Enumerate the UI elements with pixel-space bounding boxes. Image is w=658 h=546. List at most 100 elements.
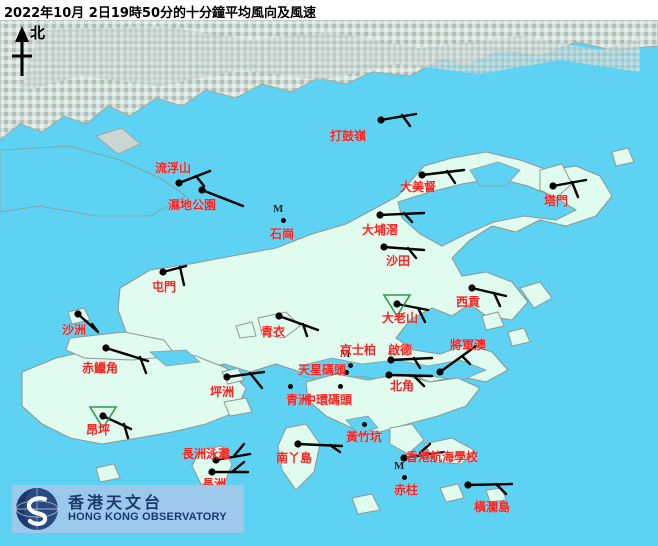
soko-islands xyxy=(95,463,121,483)
map-canvas[interactable]: 北 M M M 打鼓嶺 流浮山 濕地公園 大美督 塔門 石崗 大埔滘 沙田 屯門 青衣 沙洲 赤鱲角 昂坪 大… xyxy=(0,20,658,546)
station-point-marker[interactable] xyxy=(103,345,109,351)
wind-barb xyxy=(387,373,434,388)
station-label: 赤柱 xyxy=(394,483,419,497)
station-label: 青洲 xyxy=(286,393,311,407)
wind-barb xyxy=(277,314,320,338)
ma-wan-island xyxy=(235,321,257,339)
mainland-inlet xyxy=(94,127,141,155)
tung-ping-chau xyxy=(611,147,635,167)
station-point-marker[interactable] xyxy=(377,212,383,218)
wind-barb xyxy=(378,211,426,224)
station-point-marker[interactable] xyxy=(550,183,556,189)
station-label: 沙洲 xyxy=(62,323,87,337)
station-point-marker[interactable] xyxy=(160,269,166,275)
wind-barb xyxy=(420,168,466,185)
wind-barb xyxy=(296,442,344,454)
wind-barb xyxy=(382,245,426,260)
station-label: 長洲泳灘 xyxy=(182,447,231,461)
station-m-marker: M xyxy=(340,348,351,360)
station-point-marker[interactable] xyxy=(295,441,301,447)
hko-logo: 香港天文台 HONG KONG OBSERVATORY xyxy=(12,485,244,533)
po-toi-island xyxy=(351,493,381,515)
station-point-marker[interactable] xyxy=(388,357,394,363)
wind-barb-layer xyxy=(74,112,588,496)
wind-barb xyxy=(395,302,430,324)
station-label: 濕地公園 xyxy=(168,198,217,212)
station-point-marker[interactable] xyxy=(176,180,182,186)
station-point-marker[interactable] xyxy=(209,469,215,475)
station-label: 打鼓嶺 xyxy=(330,129,367,143)
station-label: 塔門 xyxy=(544,194,569,208)
wind-barb xyxy=(379,112,418,128)
station-label: 天星碼頭 xyxy=(298,363,347,377)
lamma-island xyxy=(277,423,321,491)
wind-barb xyxy=(466,482,514,496)
wind-barb xyxy=(389,356,434,370)
station-label: 屯門 xyxy=(152,280,177,294)
wind-barb xyxy=(210,460,250,474)
north-arrow-icon xyxy=(12,26,32,76)
station-point-marker[interactable] xyxy=(276,313,282,319)
station-point-marker[interactable] xyxy=(347,362,353,368)
station-point-marker[interactable] xyxy=(386,372,392,378)
sai-kung-islands xyxy=(519,281,553,309)
logo-name-cn: 香港天文台 xyxy=(68,493,164,512)
station-point-marker[interactable] xyxy=(199,187,205,193)
station-label: 沙田 xyxy=(386,254,411,268)
station-point-marker[interactable] xyxy=(437,369,443,375)
station-label: 赤鱲角 xyxy=(82,361,119,375)
wind-barb xyxy=(551,178,588,199)
station-point-marker[interactable] xyxy=(287,383,293,389)
station-point-marker[interactable] xyxy=(469,285,475,291)
high-level-station-triangle-icon xyxy=(88,406,118,430)
station-point-marker[interactable] xyxy=(224,374,230,380)
station-point-marker[interactable] xyxy=(401,474,407,480)
station-point-marker[interactable] xyxy=(378,117,384,123)
station-point-marker[interactable] xyxy=(75,311,81,317)
station-label: 香港航海學校 xyxy=(406,450,479,464)
hko-globe-logo-icon xyxy=(15,488,59,530)
repulse-bay-coast xyxy=(423,437,475,465)
station-point-marker[interactable] xyxy=(213,457,219,463)
wind-barb xyxy=(470,286,508,308)
wind-barb xyxy=(76,312,100,334)
wind-barb xyxy=(101,414,133,440)
station-m-marker: M xyxy=(394,460,405,472)
tung-lung-chau-island xyxy=(439,483,465,503)
station-label: 流浮山 xyxy=(155,161,192,175)
logo-name-en: HONG KONG OBSERVATORY xyxy=(68,511,227,523)
station-point-marker[interactable] xyxy=(100,413,106,419)
station-label: 南丫島 xyxy=(276,451,313,465)
tolo-harbour xyxy=(397,177,578,247)
high-level-station-triangle-icon xyxy=(382,294,412,318)
station-label: 啟德 xyxy=(388,343,413,357)
tolo-channel xyxy=(469,161,521,187)
station-label: 昂坪 xyxy=(86,423,111,437)
station-point-marker[interactable] xyxy=(465,482,471,488)
station-point-marker[interactable] xyxy=(280,217,286,223)
title-bar: 2022年10月 2日19時50分的十分鐘平均風向及風速 xyxy=(0,0,658,21)
station-point-marker[interactable] xyxy=(343,369,349,375)
wind-barb xyxy=(402,442,446,460)
station-label: 大美督 xyxy=(400,180,437,194)
wind-barb xyxy=(438,344,478,374)
station-point-marker[interactable] xyxy=(401,455,407,461)
station-point-marker[interactable] xyxy=(361,421,367,427)
station-label: 青衣 xyxy=(261,325,286,339)
hei-ling-chau-island xyxy=(223,397,253,417)
wind-barb xyxy=(225,370,266,390)
station-point-marker[interactable] xyxy=(337,383,343,389)
wind-barb xyxy=(161,264,188,287)
station-label: 京士柏 xyxy=(340,343,377,357)
station-label: 坪洲 xyxy=(210,385,235,399)
station-point-marker[interactable] xyxy=(381,244,387,250)
station-label: 大老山 xyxy=(382,311,419,325)
mainland-urban-detail xyxy=(20,26,640,92)
station-point-marker[interactable] xyxy=(394,301,400,307)
deep-bay xyxy=(0,145,187,217)
wind-barb xyxy=(214,442,252,462)
lantau-north-inlet xyxy=(149,349,201,367)
station-point-marker[interactable] xyxy=(419,172,425,178)
station-label: 石崗 xyxy=(270,227,295,241)
